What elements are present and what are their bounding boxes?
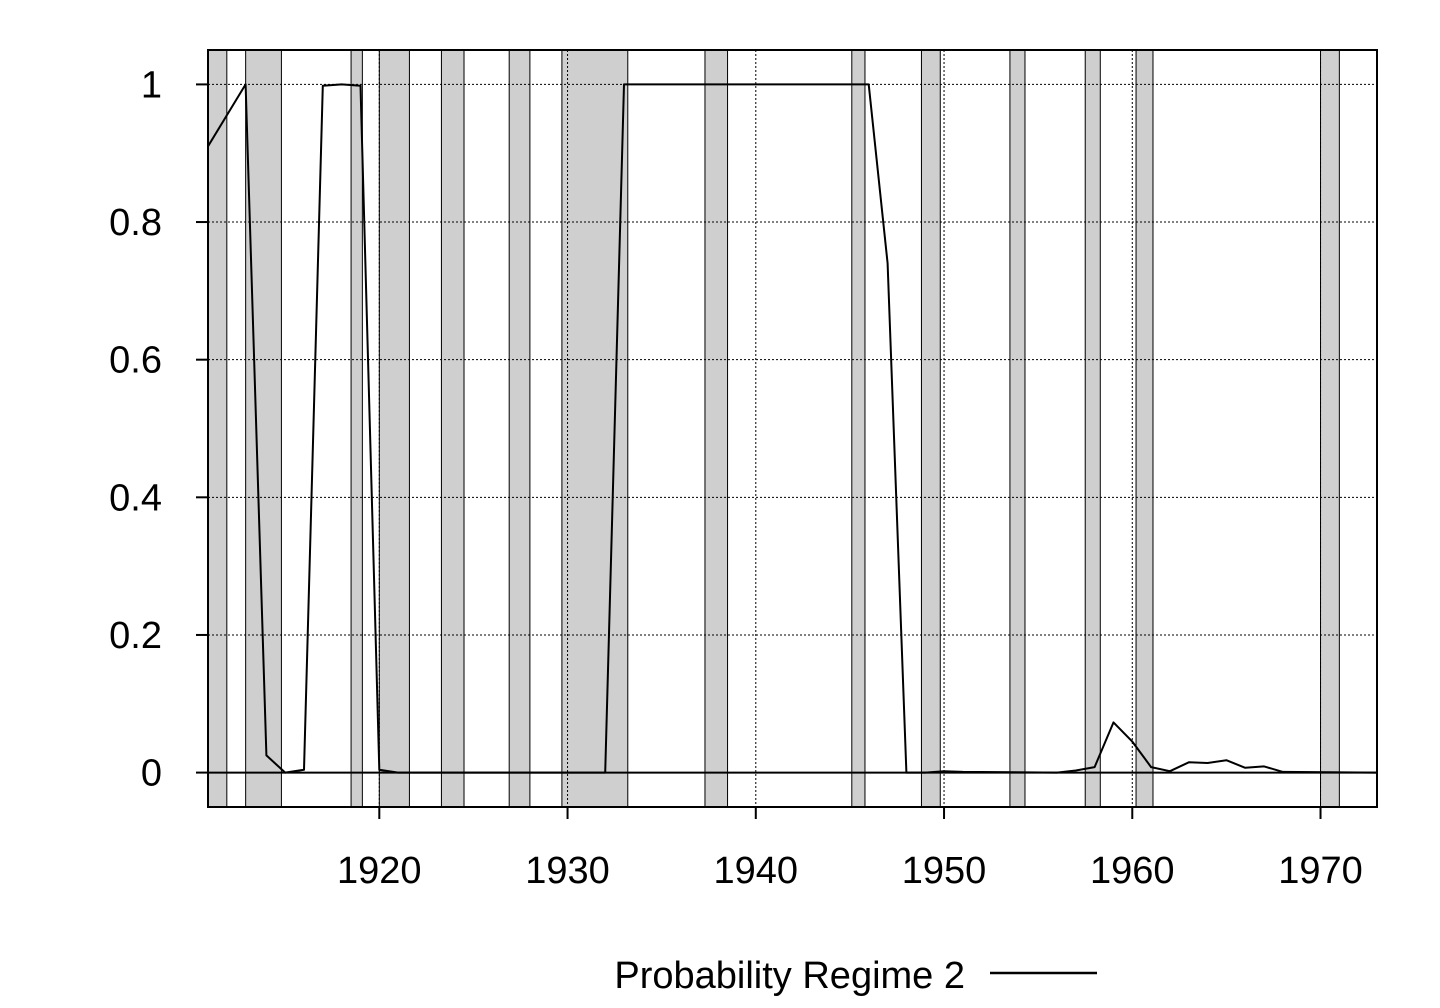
shaded-period-4 [378, 49, 410, 808]
shaded-period-3 [350, 49, 363, 808]
y-tick-label: 0.2 [109, 615, 162, 657]
shaded-period-8 [704, 49, 729, 808]
legend: Probability Regime 2 [614, 955, 1097, 997]
x-tick-label: 1970 [1278, 850, 1363, 892]
y-axis: 0 0.2 0.4 0.6 0.8 1 [109, 64, 208, 795]
shaded-period-5 [440, 49, 465, 808]
y-tick-label: 0.6 [109, 340, 162, 382]
y-tick-label: 0.4 [109, 477, 162, 519]
legend-label: Probability Regime 2 [614, 955, 965, 997]
shaded-period-7 [561, 49, 629, 808]
shaded-period-10 [920, 49, 941, 808]
x-tick-label: 1930 [525, 850, 610, 892]
plot-frame [207, 49, 1378, 808]
y-tick-label: 1 [141, 64, 162, 106]
x-tick-label: 1940 [714, 850, 799, 892]
shaded-period-11 [1009, 49, 1026, 808]
shaded-periods [207, 49, 1340, 808]
x-tick-label: 1950 [902, 850, 987, 892]
series-lines [207, 83, 1378, 774]
x-tick-label: 1960 [1090, 850, 1175, 892]
x-tick-label: 1920 [337, 850, 422, 892]
shaded-period-12 [1084, 49, 1101, 808]
y-tick-label: 0.8 [109, 202, 162, 244]
y-tick-label: 0 [141, 753, 162, 795]
series-line-1 [207, 83, 1378, 774]
shaded-period-14 [1320, 49, 1340, 808]
shaded-period-1 [207, 49, 228, 808]
shaded-period-13 [1135, 49, 1154, 808]
shaded-period-6 [508, 49, 531, 808]
x-axis: 1920 1930 1940 1950 1960 1970 [337, 807, 1363, 892]
shaded-period-9 [851, 49, 866, 808]
